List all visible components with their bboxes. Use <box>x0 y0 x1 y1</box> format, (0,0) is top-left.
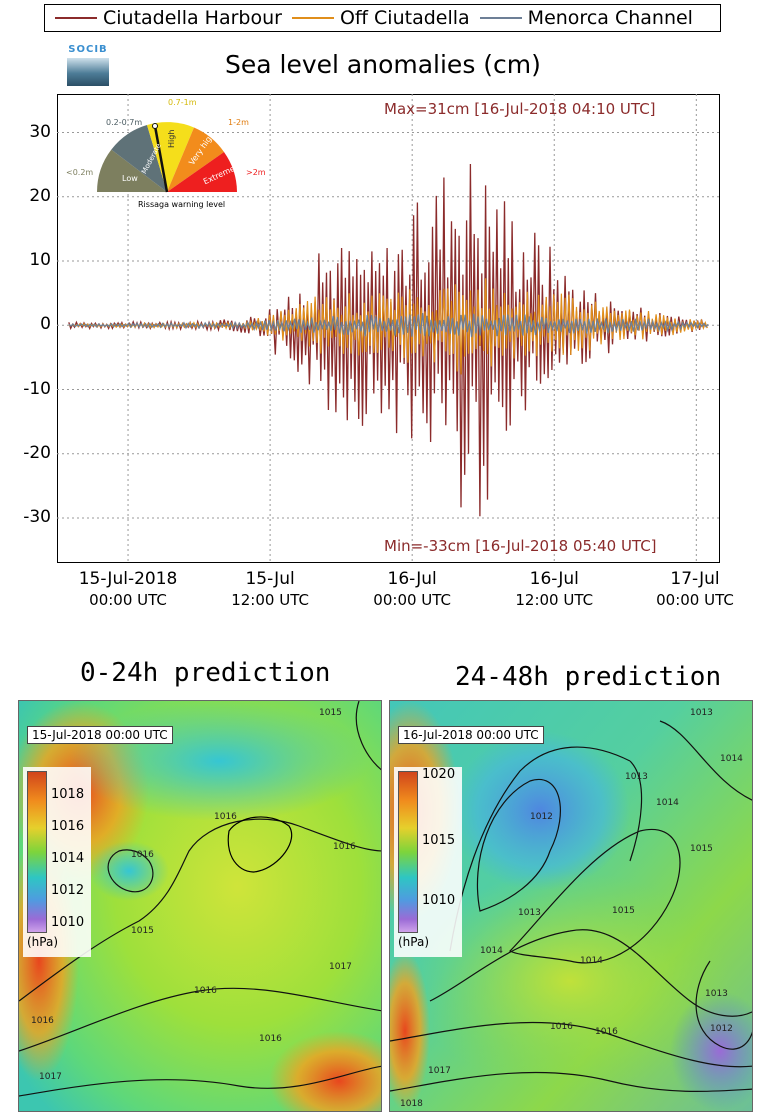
svg-text:1016: 1016 <box>131 850 154 860</box>
legend-item-menorca-channel: Menorca Channel <box>470 4 693 32</box>
map-date-label: 16-Jul-2018 00:00 UTC <box>398 726 544 744</box>
legend-swatch-ciutadella-harbour <box>55 17 97 19</box>
y-tick-label: -20 <box>23 442 51 463</box>
pressure-map-24-48h: 1013 1012 1013 1014 1014 1015 1013 1014 … <box>389 700 753 1112</box>
gauge-range-low: <0.2m <box>66 168 94 177</box>
y-tick-label: 0 <box>40 314 51 335</box>
gauge-range-high: 0.7-1m <box>168 98 197 107</box>
y-tick-label: 20 <box>29 185 51 206</box>
colorbar-tick: 1018 <box>51 787 85 802</box>
rissaga-warning-gauge: Low Moderate High Very high Extreme <0.2… <box>60 96 275 216</box>
pressure-map-0-24h: 1015 1016 1015 1016 1016 1016 1016 1017 … <box>18 700 382 1112</box>
svg-text:1015: 1015 <box>612 906 635 916</box>
svg-text:1013: 1013 <box>518 908 541 918</box>
legend-swatch-off-ciutadella <box>291 17 334 19</box>
legend-label: Menorca Channel <box>527 7 693 29</box>
svg-text:1016: 1016 <box>194 986 217 996</box>
chart-title: Sea level anomalies (cm) <box>225 50 541 79</box>
svg-text:1016: 1016 <box>214 812 237 822</box>
svg-text:1012: 1012 <box>710 1024 733 1034</box>
legend-item-ciutadella-harbour: Ciutadella Harbour <box>45 4 282 32</box>
colorbar-tick: 1010 <box>422 893 456 908</box>
colorbar-tick: 1020 <box>422 767 456 782</box>
svg-text:1014: 1014 <box>580 956 603 966</box>
gauge-sector-high <box>147 122 194 192</box>
svg-text:1016: 1016 <box>31 1016 54 1026</box>
y-tick-label: -10 <box>23 378 51 399</box>
gauge-sector-label-high: High <box>167 130 176 148</box>
colorbar-gradient <box>398 771 418 933</box>
svg-text:1013: 1013 <box>625 772 648 782</box>
legend-item-off-ciutadella: Off Ciutadella <box>282 4 470 32</box>
gauge-sector-low <box>97 149 167 192</box>
svg-text:1017: 1017 <box>39 1072 62 1082</box>
series-line-ciutadella-harbour <box>68 163 708 517</box>
colorbar-unit: (hPa) <box>398 935 430 949</box>
colorbar-tick: 1015 <box>422 833 456 848</box>
x-tick-date-label: 17-Jul <box>670 569 720 589</box>
map-title-24-48h: 24-48h prediction <box>455 662 722 692</box>
gauge-graphic: Low Moderate High Very high Extreme <box>97 122 237 193</box>
max-annotation: Max=31cm [16-Jul-2018 04:10 UTC] <box>384 100 656 118</box>
svg-text:1015: 1015 <box>131 926 154 936</box>
colorbar-tick: 1010 <box>51 915 85 930</box>
logo-graphic <box>67 58 109 86</box>
svg-text:1017: 1017 <box>428 1066 451 1076</box>
y-tick-label: 10 <box>29 250 51 271</box>
svg-text:1018: 1018 <box>400 1099 423 1109</box>
map-date-label: 15-Jul-2018 00:00 UTC <box>27 726 173 744</box>
x-tick-date-label: 16-Jul <box>387 569 437 589</box>
gauge-sector-extreme <box>167 152 237 192</box>
socib-logo: SOCIB <box>66 44 110 86</box>
svg-text:1017: 1017 <box>329 962 352 972</box>
logo-text: SOCIB <box>68 44 108 55</box>
colorbar-gradient <box>27 771 47 933</box>
gauge-needle-tip <box>152 123 158 129</box>
svg-text:1016: 1016 <box>259 1034 282 1044</box>
colorbar-tick: 1014 <box>51 851 85 866</box>
svg-text:1013: 1013 <box>690 708 713 718</box>
svg-text:1014: 1014 <box>656 798 679 808</box>
svg-text:1014: 1014 <box>480 946 503 956</box>
chart-legend: Ciutadella Harbour Off Ciutadella Menorc… <box>44 4 721 32</box>
colorbar-tick: 1012 <box>51 883 85 898</box>
gauge-range-extreme: >2m <box>246 168 266 177</box>
x-tick-time-label: 12:00 UTC <box>515 591 594 609</box>
x-tick-time-label: 12:00 UTC <box>231 591 309 609</box>
colorbar: 1020 1015 1010 (hPa) <box>394 767 462 957</box>
svg-text:1012: 1012 <box>530 812 553 822</box>
svg-text:1014: 1014 <box>720 754 743 764</box>
y-tick-label: 30 <box>29 121 51 142</box>
legend-label: Off Ciutadella <box>339 7 470 29</box>
y-tick-label: -30 <box>23 507 51 528</box>
svg-text:1016: 1016 <box>550 1022 573 1032</box>
x-tick-time-label: 00:00 UTC <box>373 591 452 609</box>
colorbar-tick: 1016 <box>51 819 85 834</box>
gauge-range-moderate: 0.2-0.7m <box>106 118 143 127</box>
gauge-needle <box>153 125 169 193</box>
legend-label: Ciutadella Harbour <box>103 7 282 29</box>
min-annotation: Min=-33cm [16-Jul-2018 05:40 UTC] <box>384 537 657 555</box>
colorbar: 1018 1016 1014 1012 1010 (hPa) <box>23 767 91 957</box>
gauge-title: Rissaga warning level <box>138 200 226 209</box>
gauge-range-very-high: 1-2m <box>228 118 249 127</box>
x-tick-date-label: 15-Jul <box>245 569 295 589</box>
svg-text:1015: 1015 <box>319 708 342 718</box>
svg-text:1015: 1015 <box>690 844 713 854</box>
x-tick-date-label: 16-Jul <box>529 569 579 589</box>
gauge-sector-label-low: Low <box>122 174 138 183</box>
gauge-sector-very-high <box>167 127 224 192</box>
gauge-sector-moderate <box>111 125 167 192</box>
svg-text:1013: 1013 <box>705 989 728 999</box>
x-tick-date-label: 15-Jul-2018 <box>78 569 178 589</box>
series-line-menorca-channel <box>68 313 709 338</box>
svg-text:1016: 1016 <box>333 842 356 852</box>
legend-swatch-menorca-channel <box>479 17 522 19</box>
map-title-0-24h: 0-24h prediction <box>80 658 331 688</box>
svg-text:1016: 1016 <box>595 1027 618 1037</box>
x-tick-time-label: 00:00 UTC <box>656 591 734 609</box>
colorbar-unit: (hPa) <box>27 935 59 949</box>
sea-level-chart <box>57 94 720 563</box>
x-tick-time-label: 00:00 UTC <box>89 591 167 609</box>
